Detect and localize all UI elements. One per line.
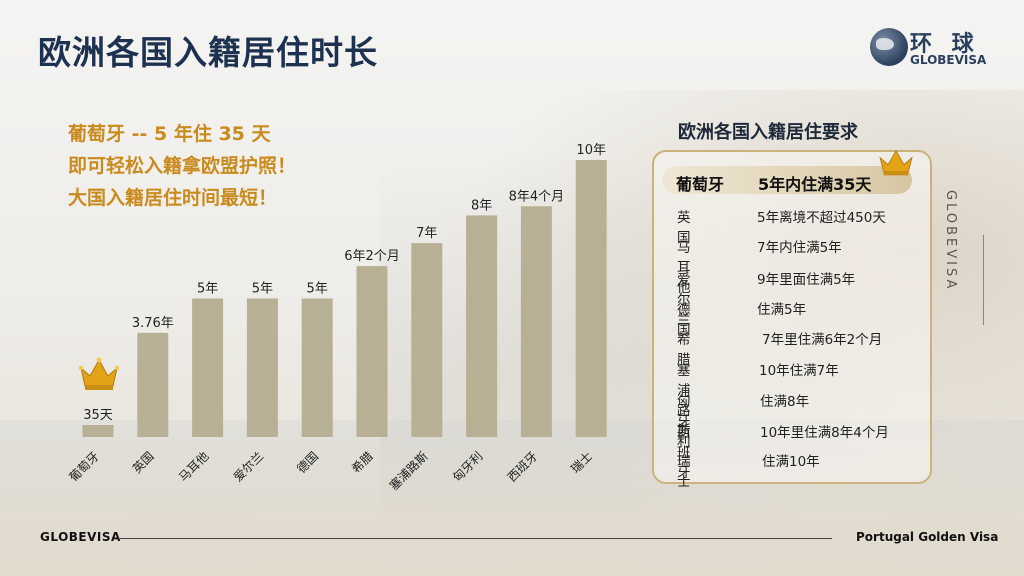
promo-line-2: 即可轻松入籍拿欧盟护照！	[68, 155, 297, 177]
x-tick-label: 爱尔兰	[230, 448, 266, 484]
bar-希腊	[356, 266, 388, 437]
data-label: 7年	[416, 226, 437, 241]
data-label: 6年2个月	[344, 249, 400, 264]
data-label: 10年	[576, 143, 606, 158]
crown-icon-chart	[78, 357, 120, 390]
requirements-header-highlight	[662, 166, 912, 194]
row-country: 瑞士	[677, 454, 691, 490]
bar-塞浦路斯	[411, 243, 443, 437]
bar-匈牙利	[466, 215, 498, 437]
row-country: 英国	[677, 210, 691, 246]
bar-马耳他	[192, 298, 224, 437]
crown-icon-panel	[879, 149, 913, 176]
row-country: 西班牙	[677, 425, 691, 481]
side-divider	[983, 235, 984, 325]
row-country: 马耳他	[677, 240, 691, 296]
bar-德国	[301, 298, 333, 437]
row-requirement: 9年里面住满5年	[757, 272, 856, 288]
logo-en-text: GLOBEVISA	[910, 53, 987, 67]
promo-line-1: 葡萄牙 -- 5 年住 35 天	[68, 123, 271, 145]
row-requirement: 住满5年	[757, 302, 807, 318]
row-requirement: 住满8年	[760, 394, 810, 410]
row-country: 德国	[677, 302, 691, 338]
row-requirement: 5年离境不超过450天	[757, 210, 886, 226]
x-tick-label: 匈牙利	[450, 449, 485, 484]
row-requirement: 7年里住满6年2个月	[762, 332, 883, 348]
row-requirement: 10年住满7年	[759, 363, 839, 379]
data-label: 5年	[252, 282, 273, 297]
page-title: 欧洲各国入籍居住时长	[38, 33, 378, 72]
bar-英国	[137, 332, 169, 437]
bar-西班牙	[520, 206, 552, 437]
requirements-header-country: 葡萄牙	[676, 175, 725, 194]
row-requirement: 7年内住满5年	[757, 240, 842, 256]
data-label: 5年	[197, 282, 218, 297]
footer-tagline: Portugal Golden Visa	[856, 530, 999, 544]
row-country: 匈牙利	[677, 394, 691, 450]
requirements-title: 欧洲各国入籍居住要求	[678, 122, 858, 143]
data-label: 3.76年	[132, 316, 174, 331]
bar-瑞士	[575, 160, 607, 437]
data-label: 35天	[83, 408, 113, 423]
bar-葡萄牙	[82, 425, 114, 437]
x-tick-label: 瑞士	[568, 449, 595, 476]
row-requirement: 10年里住满8年4个月	[760, 425, 889, 441]
logo-cn-text: 环 球	[910, 32, 980, 57]
x-tick-label: 塞浦路斯	[386, 448, 431, 493]
x-tick-label: 葡萄牙	[67, 449, 102, 484]
data-label: 5年	[307, 282, 328, 297]
footer-divider	[118, 538, 832, 539]
bar-爱尔兰	[246, 298, 278, 437]
x-tick-label: 德国	[293, 448, 321, 476]
side-label: GLOBEVISA	[943, 190, 958, 292]
globe-icon	[870, 28, 908, 66]
x-tick-label: 英国	[130, 449, 157, 476]
footer-brand: GLOBEVISA	[40, 530, 121, 544]
x-tick-label: 希腊	[348, 448, 376, 476]
promo-line-3: 大国入籍居住时间最短！	[68, 187, 278, 209]
row-country: 塞浦路斯	[677, 363, 691, 439]
requirements-panel	[652, 150, 932, 484]
row-country: 希腊	[677, 332, 691, 368]
data-label: 8年	[471, 198, 492, 213]
requirements-header-requirement: 5年内住满35天	[758, 175, 872, 194]
logo: 环 球 GLOBEVISA	[870, 26, 990, 72]
data-label: 8年4个月	[509, 189, 565, 204]
x-tick-label: 马耳他	[176, 449, 211, 484]
row-country: 爱尔兰	[677, 272, 691, 328]
x-tick-label: 西班牙	[505, 449, 540, 484]
promo-text: 葡萄牙 -- 5 年住 35 天 即可轻松入籍拿欧盟护照！ 大国入籍居住时间最短…	[68, 118, 296, 214]
row-requirement: 住满10年	[762, 454, 820, 470]
